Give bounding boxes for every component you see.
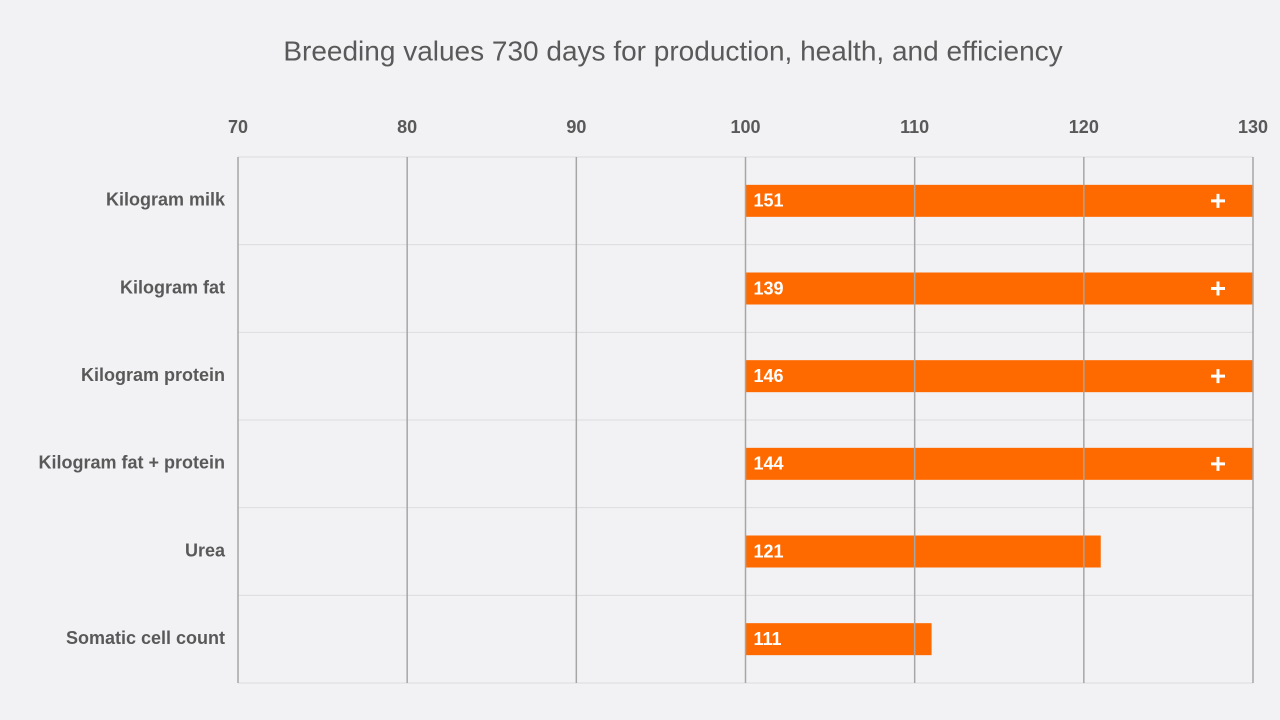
- x-tick-label: 130: [1238, 117, 1268, 137]
- y-tick-label: Kilogram fat: [120, 277, 225, 297]
- data-label: 146: [754, 366, 784, 386]
- x-tick-label: 120: [1069, 117, 1099, 137]
- y-tick-label: Somatic cell count: [66, 628, 225, 648]
- data-label: 121: [754, 541, 784, 561]
- data-label: 151: [754, 191, 784, 211]
- bar: [745, 623, 932, 656]
- plot-area: [745, 184, 1253, 656]
- x-tick-label: 100: [730, 117, 760, 137]
- x-tick-label: 90: [566, 117, 586, 137]
- x-tick-label: 70: [228, 117, 248, 137]
- bar: [745, 447, 1253, 480]
- overflow-indicator: [1211, 281, 1225, 296]
- data-label: 139: [754, 278, 784, 298]
- x-tick-label: 80: [397, 117, 417, 137]
- y-tick-label: Kilogram protein: [81, 365, 225, 385]
- bar: [745, 360, 1253, 393]
- data-label: 111: [754, 629, 782, 649]
- bar: [745, 272, 1253, 305]
- y-tick-label: Kilogram milk: [106, 190, 226, 210]
- x-tick-label: 110: [900, 117, 929, 137]
- overflow-indicator: [1211, 369, 1225, 384]
- data-label: 144: [754, 454, 784, 474]
- overflow-indicator: [1211, 193, 1225, 208]
- bar: [745, 535, 1101, 568]
- chart-title: Breeding values 730 days for production,…: [283, 35, 1062, 66]
- bar: [745, 184, 1253, 217]
- overflow-indicator: [1211, 456, 1225, 471]
- y-tick-label: Kilogram fat + protein: [38, 453, 225, 473]
- y-tick-label: Urea: [185, 540, 226, 560]
